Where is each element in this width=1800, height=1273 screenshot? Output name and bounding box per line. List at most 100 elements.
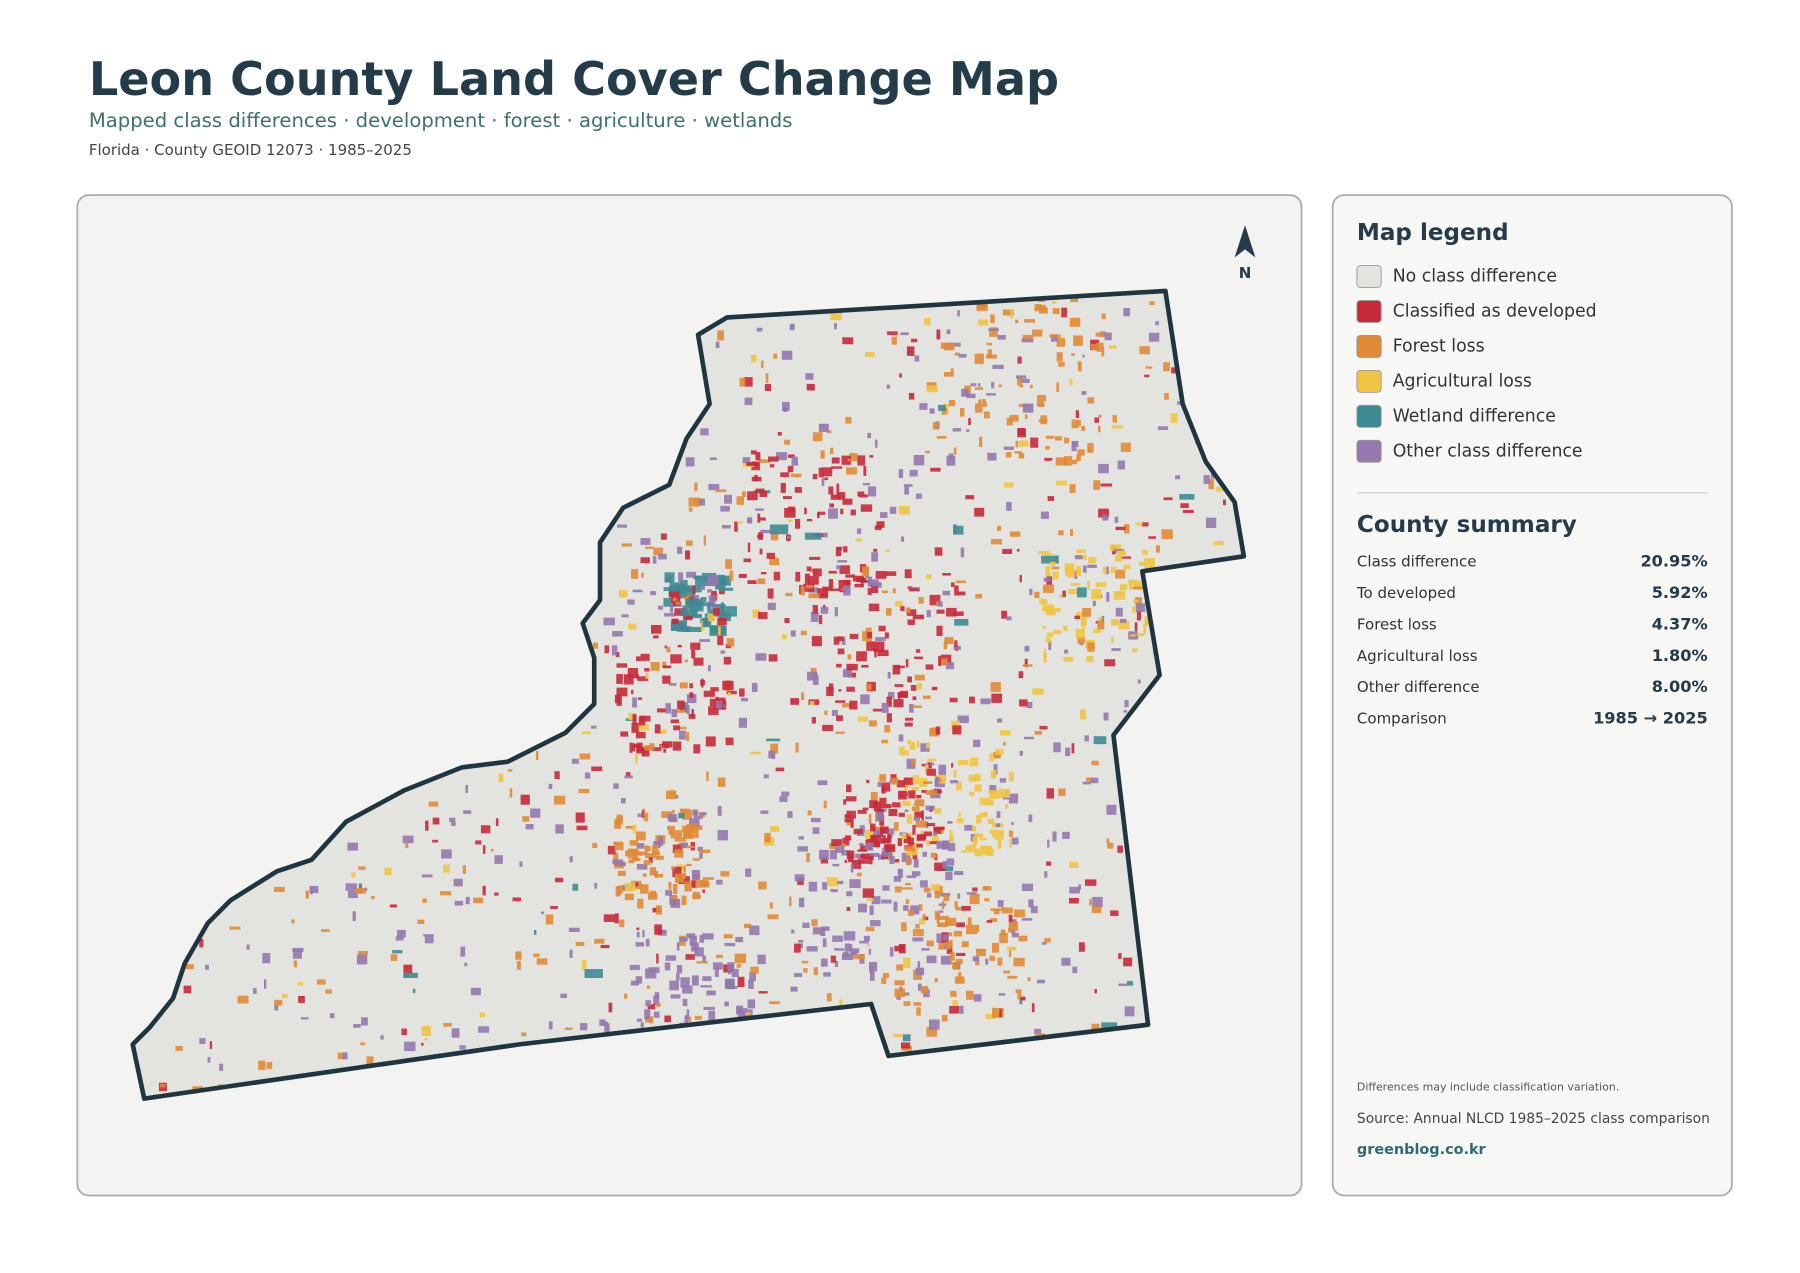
- land-patch: [424, 1037, 428, 1041]
- land-patch: [916, 740, 920, 748]
- land-patch: [329, 1013, 335, 1019]
- land-patch: [664, 1015, 671, 1023]
- land-patch: [870, 920, 881, 927]
- land-patch: [723, 934, 733, 939]
- land-patch: [684, 659, 688, 663]
- land-patch: [635, 732, 646, 739]
- land-patch: [776, 452, 788, 461]
- land-patch: [1076, 549, 1086, 553]
- land-patch: [941, 408, 947, 415]
- land-patch: [871, 826, 882, 833]
- land-patch: [844, 818, 852, 823]
- land-patch: [875, 570, 887, 579]
- land-patch: [800, 630, 807, 636]
- land-patch: [875, 637, 886, 642]
- land-patch: [913, 455, 925, 466]
- land-patch: [926, 385, 938, 393]
- land-patch: [743, 377, 753, 387]
- land-patch: [1145, 366, 1153, 369]
- land-patch: [1087, 642, 1095, 652]
- land-patch: [629, 742, 633, 753]
- land-patch: [624, 993, 628, 999]
- summary-value: 1.80%: [1652, 646, 1708, 665]
- land-patch: [710, 604, 726, 607]
- land-patch: [829, 849, 837, 860]
- land-patch: [1007, 975, 1018, 979]
- land-patch: [1018, 935, 1028, 942]
- land-patch: [693, 744, 701, 754]
- land-patch: [666, 790, 677, 799]
- land-patch: [580, 1023, 588, 1031]
- land-patch: [1063, 625, 1068, 631]
- summary-title: County summary: [1357, 512, 1577, 538]
- land-patch: [555, 824, 564, 834]
- land-patch: [1056, 337, 1066, 347]
- land-patch: [618, 590, 628, 598]
- land-patch: [891, 777, 899, 785]
- land-patch: [804, 507, 807, 515]
- land-patch: [720, 650, 726, 654]
- land-patch: [632, 714, 637, 725]
- land-patch: [421, 1026, 431, 1036]
- land-patch: [1078, 942, 1085, 952]
- land-patch: [865, 830, 874, 840]
- land-patch: [859, 580, 869, 583]
- land-patch: [1084, 735, 1089, 742]
- land-patch: [931, 884, 940, 891]
- land-patch: [1042, 626, 1046, 630]
- land-patch: [1071, 441, 1077, 452]
- land-patch: [1030, 384, 1033, 389]
- land-patch: [1074, 555, 1083, 559]
- land-patch: [856, 872, 862, 877]
- land-patch: [955, 580, 966, 584]
- land-patch: [638, 724, 649, 731]
- land-patch: [994, 829, 1004, 840]
- land-patch: [621, 543, 632, 547]
- land-patch: [1213, 540, 1224, 546]
- land-patch: [797, 846, 808, 852]
- land-patch: [1053, 742, 1061, 753]
- land-patch: [871, 896, 881, 905]
- land-patch: [686, 694, 697, 704]
- legend-swatch: [1356, 300, 1382, 323]
- land-patch: [936, 329, 941, 340]
- land-patch: [935, 726, 941, 735]
- land-patch: [229, 926, 241, 930]
- land-patch: [906, 849, 918, 856]
- land-patch: [686, 824, 698, 831]
- land-patch: [926, 955, 937, 964]
- land-patch: [976, 924, 980, 932]
- land-patch: [159, 1083, 166, 1088]
- land-patch: [636, 831, 646, 841]
- land-patch: [912, 614, 924, 620]
- land-patch: [663, 597, 677, 607]
- land-patch: [697, 846, 703, 852]
- land-patch: [941, 901, 945, 910]
- land-patch: [1222, 499, 1226, 506]
- land-patch: [584, 772, 591, 779]
- land-patch: [881, 977, 887, 984]
- land-patch: [757, 578, 766, 585]
- land-patch: [678, 726, 687, 730]
- land-patch: [884, 725, 891, 733]
- land-patch: [624, 882, 636, 892]
- land-patch: [943, 641, 948, 650]
- land-patch: [921, 831, 933, 837]
- land-patch: [747, 999, 756, 1009]
- land-patch: [724, 978, 734, 989]
- land-patch: [969, 757, 979, 767]
- land-patch: [1139, 561, 1146, 566]
- land-patch: [901, 750, 909, 756]
- land-patch: [679, 682, 688, 689]
- land-patch: [992, 364, 1004, 370]
- land-patch: [720, 871, 730, 877]
- land-patch: [1069, 886, 1080, 894]
- land-patch: [253, 988, 257, 994]
- land-patch: [976, 303, 988, 311]
- land-patch: [850, 509, 856, 516]
- land-patch: [787, 519, 793, 522]
- land-patch: [686, 571, 696, 578]
- land-patch: [837, 880, 844, 885]
- land-patch: [616, 814, 623, 825]
- land-patch: [702, 618, 709, 627]
